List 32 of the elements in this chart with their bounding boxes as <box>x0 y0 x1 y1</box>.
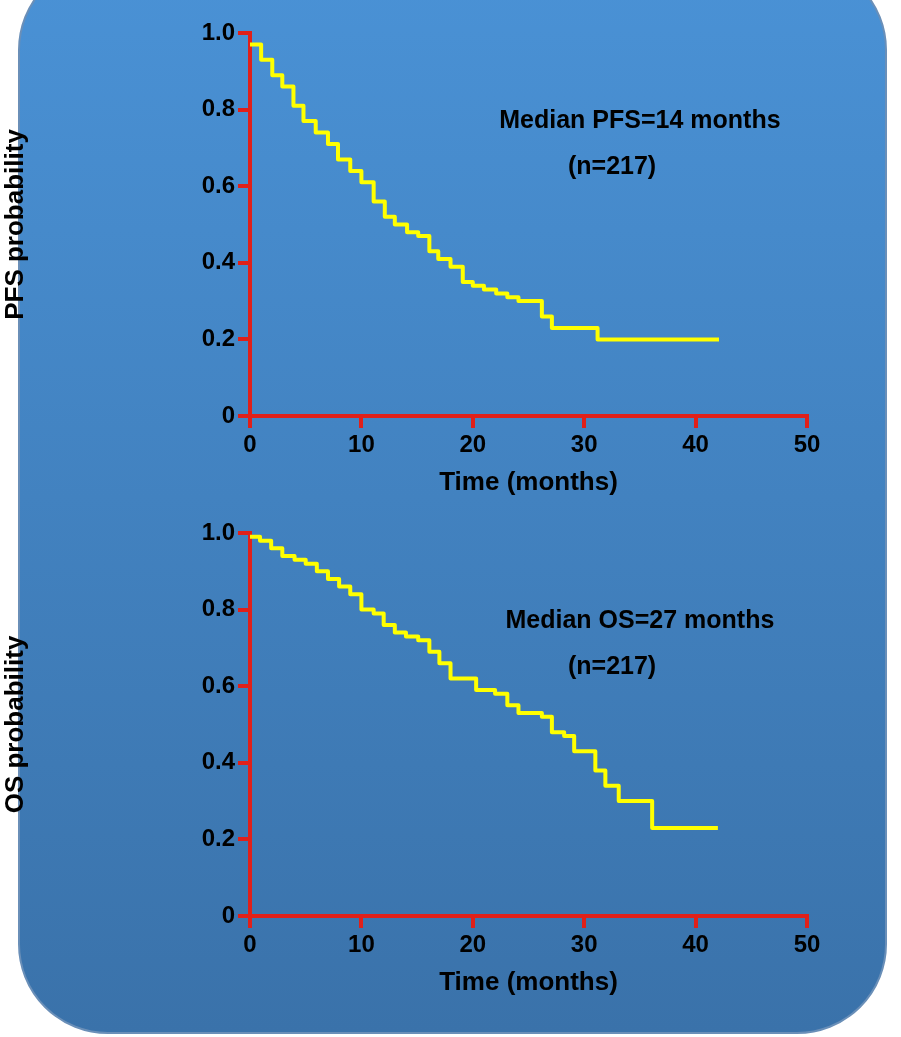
y-tick-label: 0.2 <box>201 824 235 852</box>
x-axis-title: Time (months) <box>439 965 618 996</box>
x-tick-label: 0 <box>243 430 257 458</box>
x-axis-title: Time (months) <box>439 465 618 496</box>
x-tick-label: 40 <box>682 930 709 958</box>
y-tick-label: 0 <box>221 400 235 428</box>
x-tick-label: 50 <box>793 430 821 458</box>
y-tick-label: 0.6 <box>201 670 235 698</box>
annotation: (n=217) <box>567 150 657 179</box>
y-tick-label: 0 <box>221 900 235 928</box>
x-tick-label: 0 <box>243 930 257 958</box>
x-tick-label: 30 <box>570 430 598 458</box>
y-tick-label: 0.6 <box>201 170 235 198</box>
annotation: Median OS=27 months <box>505 604 775 633</box>
x-tick-label: 10 <box>348 430 375 458</box>
y-tick-label: 0.4 <box>201 747 236 775</box>
y-axis-title: OS probability <box>0 635 29 814</box>
y-axis-title: PFS probability <box>0 128 29 320</box>
x-tick-label: 10 <box>348 930 375 958</box>
x-tick-label: 40 <box>682 430 709 458</box>
x-tick-label: 20 <box>459 430 487 458</box>
x-tick-label: 30 <box>570 930 598 958</box>
y-tick-label: 0.8 <box>201 594 235 622</box>
annotation: Median PFS=14 months <box>499 104 781 133</box>
x-tick-label: 20 <box>459 930 487 958</box>
y-tick-label: 0.2 <box>201 324 235 352</box>
annotation: (n=217) <box>567 650 657 679</box>
x-tick-label: 50 <box>793 930 821 958</box>
y-tick-label: 0.8 <box>201 94 235 122</box>
y-tick-label: 0.4 <box>201 247 236 275</box>
y-tick-label: 1.0 <box>201 517 235 545</box>
y-tick-label: 1.0 <box>201 17 235 45</box>
